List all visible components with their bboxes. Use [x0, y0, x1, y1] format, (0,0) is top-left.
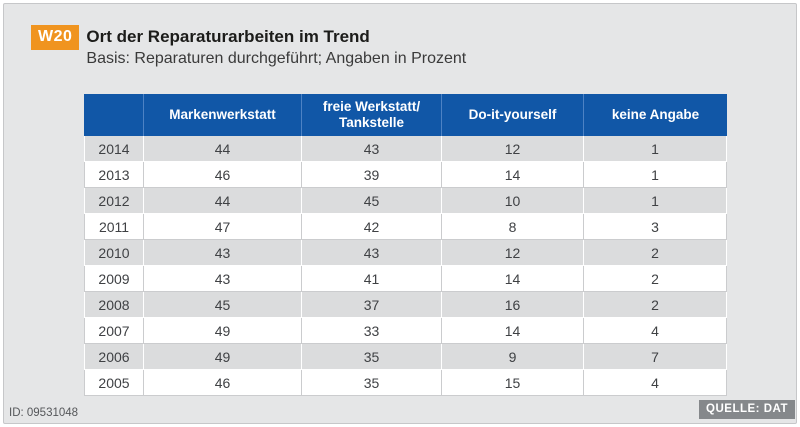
year-cell: 2013 — [84, 162, 144, 188]
year-cell: 2005 — [84, 370, 144, 396]
value-cell: 43 — [144, 266, 302, 292]
table-row: 2009 43 41 14 2 — [84, 266, 727, 292]
value-cell: 10 — [442, 188, 584, 214]
table-row: 2007 49 33 14 4 — [84, 318, 727, 344]
table-row: 2012 44 45 10 1 — [84, 188, 727, 214]
table-row: 2013 46 39 14 1 — [84, 162, 727, 188]
value-cell: 1 — [584, 188, 727, 214]
data-table: Markenwerkstatt freie Werkstatt/ Tankstel… — [84, 94, 727, 396]
value-cell: 39 — [302, 162, 442, 188]
value-cell: 8 — [442, 214, 584, 240]
value-cell: 3 — [584, 214, 727, 240]
report-panel: W20 Ort der Reparaturarbeiten im Trend B… — [3, 3, 797, 424]
table-row: 2005 46 35 15 4 — [84, 370, 727, 396]
value-cell: 4 — [584, 370, 727, 396]
column-header-empty — [84, 94, 144, 136]
year-cell: 2012 — [84, 188, 144, 214]
value-cell: 16 — [442, 292, 584, 318]
year-cell: 2008 — [84, 292, 144, 318]
table-row: 2008 45 37 16 2 — [84, 292, 727, 318]
year-cell: 2009 — [84, 266, 144, 292]
value-cell: 1 — [584, 136, 727, 162]
value-cell: 49 — [144, 318, 302, 344]
value-cell: 15 — [442, 370, 584, 396]
value-cell: 45 — [302, 188, 442, 214]
value-cell: 1 — [584, 162, 727, 188]
value-cell: 12 — [442, 240, 584, 266]
year-cell: 2010 — [84, 240, 144, 266]
value-cell: 43 — [302, 240, 442, 266]
year-cell: 2006 — [84, 344, 144, 370]
column-header: freie Werkstatt/ Tankstelle — [302, 94, 442, 136]
value-cell: 14 — [442, 162, 584, 188]
table-row: 2006 49 35 9 7 — [84, 344, 727, 370]
value-cell: 35 — [302, 344, 442, 370]
year-cell: 2014 — [84, 136, 144, 162]
value-cell: 43 — [144, 240, 302, 266]
year-cell: 2007 — [84, 318, 144, 344]
table-row: 2011 47 42 8 3 — [84, 214, 727, 240]
page-title: Ort der Reparaturarbeiten im Trend — [86, 27, 370, 46]
value-cell: 12 — [442, 136, 584, 162]
page-subtitle: Basis: Reparaturen durchgeführt; Angaben… — [86, 50, 467, 67]
value-cell: 14 — [442, 318, 584, 344]
value-cell: 46 — [144, 162, 302, 188]
source-badge: QUELLE: DAT — [699, 400, 795, 419]
value-cell: 44 — [144, 188, 302, 214]
value-cell: 49 — [144, 344, 302, 370]
year-cell: 2011 — [84, 214, 144, 240]
value-cell: 35 — [302, 370, 442, 396]
figure-titles: Ort der Reparaturarbeiten im Trend Basis… — [86, 25, 466, 69]
value-cell: 2 — [584, 240, 727, 266]
value-cell: 47 — [144, 214, 302, 240]
value-cell: 41 — [302, 266, 442, 292]
column-header: Do-it-yourself — [442, 94, 584, 136]
value-cell: 45 — [144, 292, 302, 318]
value-cell: 33 — [302, 318, 442, 344]
value-cell: 4 — [584, 318, 727, 344]
value-cell: 9 — [442, 344, 584, 370]
value-cell: 2 — [584, 266, 727, 292]
column-header: Markenwerkstatt — [144, 94, 302, 136]
report-id-label: ID: 09531048 — [9, 407, 79, 419]
value-cell: 44 — [144, 136, 302, 162]
table-row: 2010 43 43 12 2 — [84, 240, 727, 266]
value-cell: 42 — [302, 214, 442, 240]
value-cell: 37 — [302, 292, 442, 318]
figure-header: W20 Ort der Reparaturarbeiten im Trend B… — [31, 25, 466, 69]
column-header: keine Angabe — [584, 94, 727, 136]
value-cell: 43 — [302, 136, 442, 162]
value-cell: 7 — [584, 344, 727, 370]
table-header-row: Markenwerkstatt freie Werkstatt/ Tankstel… — [84, 94, 727, 136]
value-cell: 46 — [144, 370, 302, 396]
value-cell: 2 — [584, 292, 727, 318]
figure-number-badge: W20 — [31, 25, 80, 50]
table-row: 2014 44 43 12 1 — [84, 136, 727, 162]
value-cell: 14 — [442, 266, 584, 292]
